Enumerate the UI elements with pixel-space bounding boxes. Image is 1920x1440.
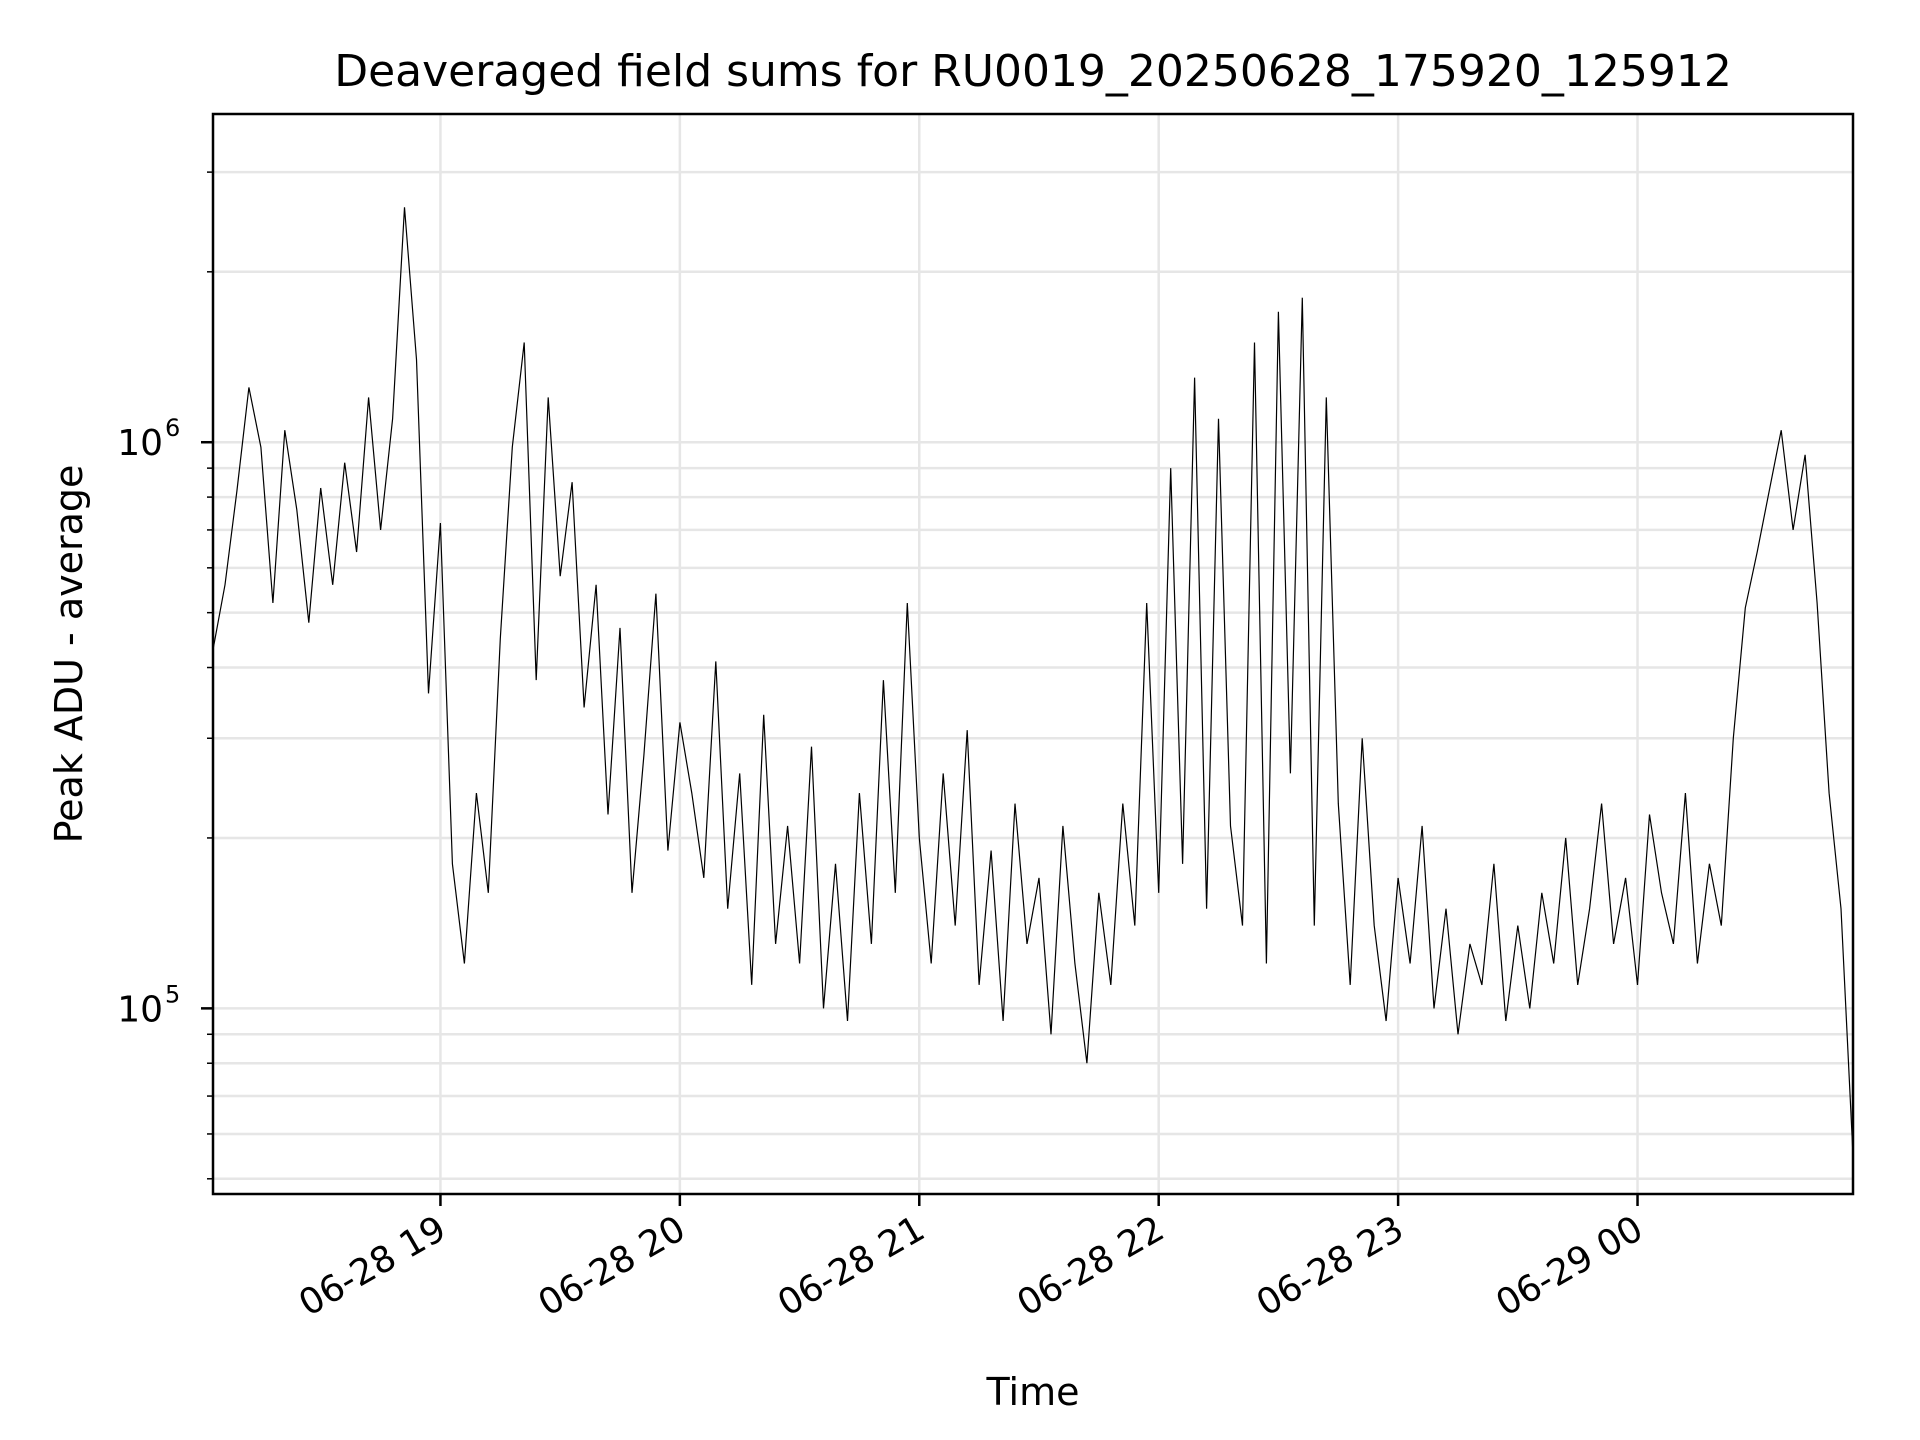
series-line	[212, 207, 1854, 1156]
x-tick-label: 06-28 23	[1250, 1208, 1411, 1324]
plot-frame	[211, 112, 1855, 1196]
tick-labels: 06-28 19 06-28 20 06-28 21 06-28 22 06-28 23…	[117, 414, 1650, 1324]
x-tick-label: 06-28 22	[1011, 1208, 1172, 1324]
x-tick-label: 06-28 20	[532, 1208, 693, 1324]
x-tick-label: 06-29 00	[1489, 1208, 1650, 1324]
x-tick-label: 06-28 21	[771, 1208, 932, 1324]
chart-title: Deaveraged field sums for RU0019_2025062…	[334, 46, 1732, 97]
y-tick-label: 10	[117, 423, 163, 464]
y-axis-label: Peak ADU - average	[47, 465, 91, 844]
y-tick-exponent: 6	[165, 414, 180, 442]
x-axis-label: Time	[986, 1370, 1080, 1414]
grid	[213, 114, 1853, 1194]
y-tick-label: 10	[117, 989, 163, 1030]
ticks	[201, 171, 1639, 1206]
y-tick-exponent: 5	[165, 980, 180, 1008]
x-tick-label: 06-28 19	[292, 1208, 453, 1324]
